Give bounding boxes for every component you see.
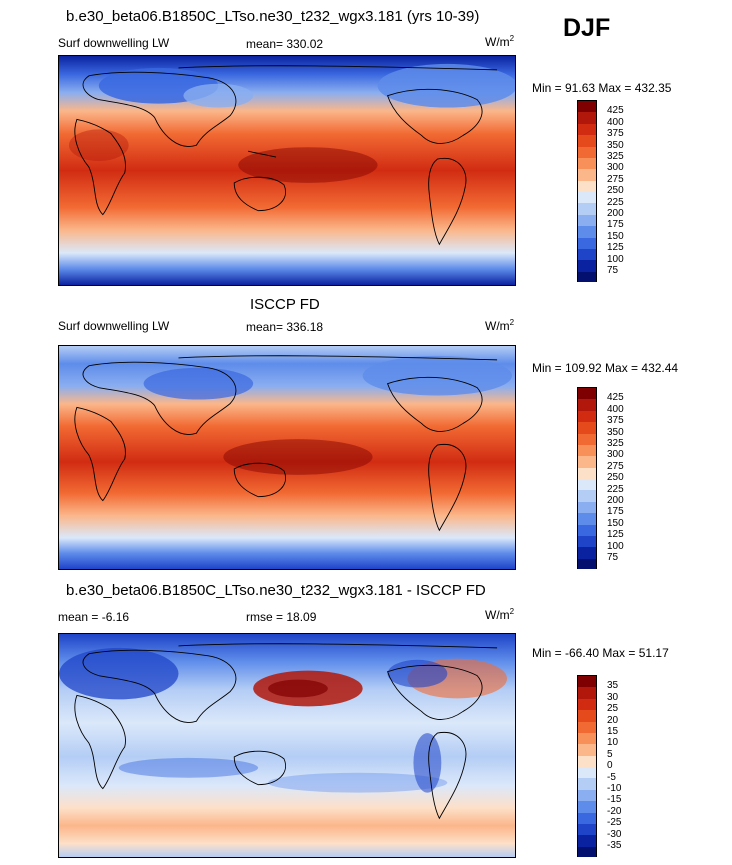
- panel3-tick: -5: [607, 772, 616, 783]
- panel3-units: W/m2: [485, 607, 515, 622]
- panel3-title: b.e30_beta06.B1850C_LTso.ne30_t232_wgx3.…: [66, 582, 486, 599]
- panel3-tick: 30: [607, 692, 619, 703]
- panel1-map: [58, 55, 516, 286]
- panel2-tick: 150: [607, 518, 624, 529]
- panel1-minmax: Min = 91.63 Max = 432.35: [532, 81, 672, 95]
- panel2-tick: 100: [607, 541, 624, 552]
- panel3-tick: 5: [607, 749, 613, 760]
- panel2-mean: mean= 336.18: [246, 320, 324, 334]
- panel1-tick: 250: [607, 185, 624, 196]
- panel2-tick: 425: [607, 392, 624, 403]
- panel2-minmax: Min = 109.92 Max = 432.44: [532, 361, 679, 375]
- panel1-units: W/m2: [485, 34, 515, 49]
- panel2-map: [58, 345, 516, 570]
- panel2-tick: 125: [607, 529, 624, 540]
- panel3-tick: -15: [607, 794, 622, 805]
- panel1-tick: 275: [607, 174, 624, 185]
- season-label: DJF: [563, 14, 611, 42]
- panel3-tick: 25: [607, 703, 619, 714]
- panel2-tick: 375: [607, 415, 624, 426]
- panel2-left-label: Surf downwelling LW: [58, 319, 170, 333]
- panel3-tick: 15: [607, 726, 619, 737]
- panel2-colorbar: [577, 387, 597, 569]
- panel2-tick: 325: [607, 438, 624, 449]
- panel3-tick: 35: [607, 680, 619, 691]
- panel2-tick: 275: [607, 461, 624, 472]
- panel2-tick: 200: [607, 495, 624, 506]
- panel3-colorbar: [577, 675, 597, 857]
- panel2-title: ISCCP FD: [250, 296, 320, 313]
- panel2-tick: 300: [607, 449, 624, 460]
- panel3-tick: -20: [607, 806, 622, 817]
- panel1-tick: 300: [607, 162, 624, 173]
- panel2-tick: 175: [607, 506, 624, 517]
- panel3-rmse: rmse = 18.09: [246, 610, 317, 624]
- panel3-tick: -35: [607, 840, 622, 851]
- panel2-tick: 225: [607, 484, 624, 495]
- panel3-tick: -10: [607, 783, 622, 794]
- panel1-tick: 150: [607, 231, 624, 242]
- panel2-tick: 250: [607, 472, 624, 483]
- panel1-mean: mean= 330.02: [246, 37, 324, 51]
- panel1-tick: 425: [607, 105, 624, 116]
- panel3-tick: -30: [607, 829, 622, 840]
- panel3-tick: 20: [607, 715, 619, 726]
- panel3-mean: mean = -6.16: [58, 610, 130, 624]
- panel1-colorbar: [577, 100, 597, 282]
- panel1-tick: 375: [607, 128, 624, 139]
- panel2-tick: 400: [607, 404, 624, 415]
- panel2-units: W/m2: [485, 318, 515, 333]
- panel1-tick: 225: [607, 197, 624, 208]
- panel1-tick: 350: [607, 140, 624, 151]
- panel3-tick: 0: [607, 760, 613, 771]
- panel1-left-label: Surf downwelling LW: [58, 36, 170, 50]
- panel3-map: [58, 633, 516, 858]
- panel1-tick: 325: [607, 151, 624, 162]
- panel1-tick: 175: [607, 219, 624, 230]
- panel1-tick: 125: [607, 242, 624, 253]
- panel1-tick: 100: [607, 254, 624, 265]
- panel1-title: b.e30_beta06.B1850C_LTso.ne30_t232_wgx3.…: [66, 8, 480, 25]
- panel3-minmax: Min = -66.40 Max = 51.17: [532, 646, 669, 660]
- panel1-tick: 75: [607, 265, 619, 276]
- panel3-tick: 10: [607, 737, 619, 748]
- panel1-tick: 200: [607, 208, 624, 219]
- panel1-tick: 400: [607, 117, 624, 128]
- panel3-tick: -25: [607, 817, 622, 828]
- panel2-tick: 350: [607, 427, 624, 438]
- panel2-tick: 75: [607, 552, 619, 563]
